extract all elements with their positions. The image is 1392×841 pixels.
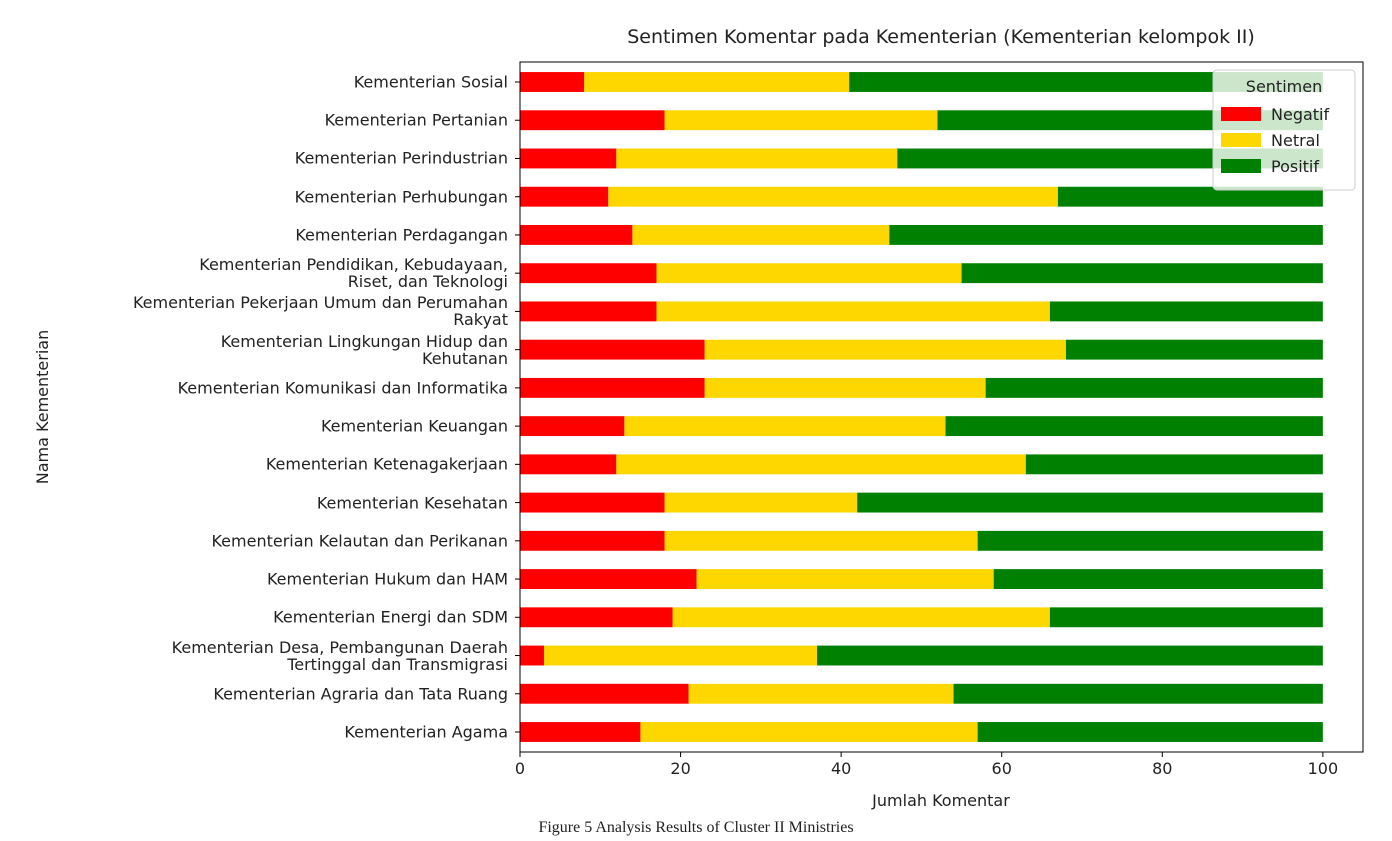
bar-segment [1049, 607, 1323, 628]
bar-segment [616, 148, 898, 169]
y-axis-label: Nama Kementerian [33, 330, 52, 484]
bar-segment [520, 454, 617, 475]
y-tick-label: Kementerian Desa, Pembangunan Daerah Ter… [171, 637, 508, 674]
bar-segment [520, 301, 657, 322]
bar-segment [632, 225, 890, 245]
bar-segment [520, 530, 665, 551]
bar-segment [945, 416, 1323, 437]
legend: Sentimen Negatif Netral Positif [1212, 69, 1356, 191]
bar-segment [1057, 186, 1323, 207]
legend-swatch [1221, 159, 1261, 173]
bar-segment [520, 339, 705, 360]
bar-segment [656, 301, 1050, 322]
x-tick-label: 100 [1308, 759, 1339, 778]
bar-segment [608, 186, 1058, 207]
y-tick-label: Kementerian Kelautan dan Perikanan [211, 531, 508, 551]
y-tick-label: Kementerian Komunikasi dan Informatika [177, 378, 508, 398]
y-tick-label: Kementerian Pekerjaan Umum dan Perumahan… [132, 293, 508, 330]
bar-segment [520, 148, 617, 169]
legend-label: Netral [1271, 131, 1320, 150]
bar-segment [985, 377, 1323, 398]
x-tick-label: 60 [992, 759, 1012, 778]
y-tick-label: Kementerian Perhubungan [294, 187, 508, 207]
bar-segment [640, 722, 978, 742]
y-tick-label: Kementerian Sosial [353, 72, 508, 92]
bar-segment [993, 569, 1323, 589]
x-axis-label: Jumlah Komentar [871, 791, 1010, 810]
bar-segment [857, 492, 1323, 513]
x-tick-label: 40 [831, 759, 851, 778]
bar-segment [704, 377, 986, 398]
bar-segment [520, 225, 633, 245]
y-tick-label: Kementerian Kesehatan [316, 493, 508, 513]
bar-segment [849, 72, 1323, 92]
y-tick-label: Kementerian Keuangan [320, 416, 508, 436]
bar-segment [520, 645, 545, 666]
bar-segment [688, 683, 954, 704]
bar-segment [664, 530, 978, 551]
y-tick-label: Kementerian Perdagangan [295, 225, 508, 245]
bar-segment [520, 683, 689, 704]
bar-segment [624, 416, 946, 437]
caption: Figure 5 Analysis Results of Cluster II … [538, 819, 853, 836]
y-tick-label: Kementerian Pendidikan, Kebudayaan, Rise… [199, 255, 508, 292]
y-tick-label: Kementerian Perindustrian [294, 148, 508, 168]
bar-segment [520, 569, 697, 589]
bar-segment [1049, 301, 1323, 322]
bar-segment [656, 263, 962, 284]
legend-swatch [1221, 133, 1261, 147]
bar-segment [520, 722, 641, 742]
y-tick-label: Kementerian Agama [344, 722, 508, 742]
legend-label: Positif [1271, 157, 1319, 176]
x-tick-label: 0 [515, 759, 525, 778]
bar-segment [520, 377, 705, 398]
bar-segment [520, 416, 625, 437]
legend-swatch [1221, 107, 1261, 121]
bar-segment [520, 263, 657, 284]
bar-segment [704, 339, 1066, 360]
bar-segment [672, 607, 1050, 628]
bar-segment [544, 645, 818, 666]
bar-segment [961, 263, 1323, 284]
bar-segment [889, 225, 1323, 245]
y-tick-label: Kementerian Lingkungan Hidup dan Kehutan… [220, 331, 508, 368]
bar-segment [977, 722, 1323, 742]
bar-segment [520, 492, 665, 513]
y-tick-label: Kementerian Hukum dan HAM [266, 569, 508, 589]
y-tick-label: Kementerian Agraria dan Tata Ruang [213, 684, 508, 704]
bar-segment [953, 683, 1323, 704]
bar-segment [1025, 454, 1323, 475]
y-tick-label: Kementerian Pertanian [324, 110, 508, 130]
legend-title: Sentimen [1246, 77, 1322, 96]
x-tick-label: 80 [1152, 759, 1172, 778]
bar-segment [664, 492, 858, 513]
chart-title: Sentimen Komentar pada Kementerian (Keme… [627, 26, 1255, 48]
bar-segment [584, 72, 850, 92]
y-tick-label: Kementerian Energi dan SDM [273, 607, 508, 627]
bar-segment [817, 645, 1323, 666]
bar-segment [977, 530, 1323, 551]
bar-segment [520, 607, 673, 628]
bar-segment [520, 110, 665, 131]
legend-label: Negatif [1271, 105, 1329, 124]
bar-segment [696, 569, 994, 589]
bar-segment [520, 186, 609, 207]
bar-segment [520, 72, 585, 92]
y-tick-label: Kementerian Ketenagakerjaan [265, 454, 508, 474]
bar-segment [1065, 339, 1323, 360]
bar-segment [616, 454, 1026, 475]
x-tick-label: 20 [670, 759, 690, 778]
bar-segment [664, 110, 938, 131]
plot-frame [519, 61, 1364, 753]
